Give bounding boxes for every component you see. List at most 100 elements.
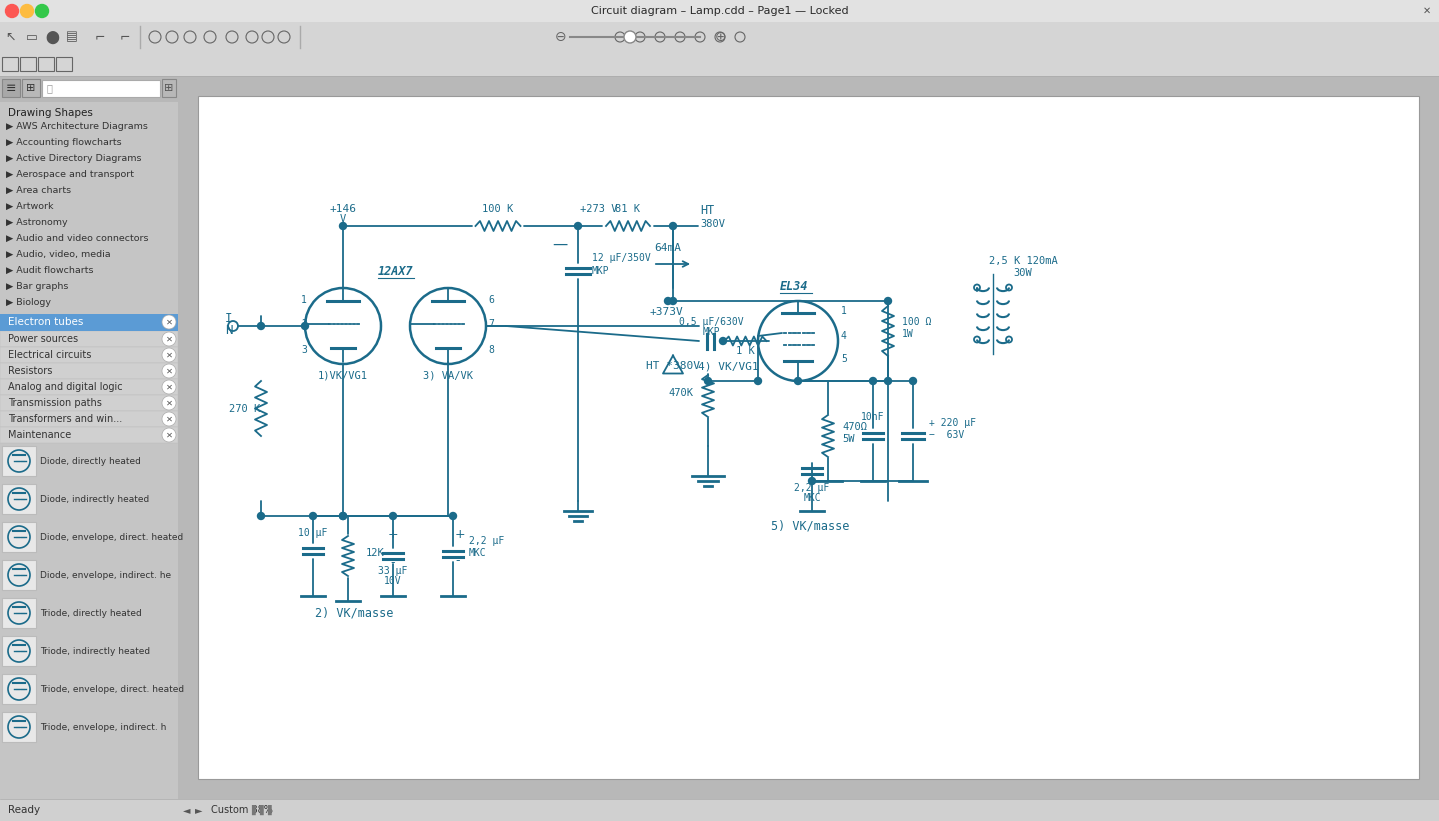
Circle shape <box>885 297 892 305</box>
Text: 3: 3 <box>301 345 307 355</box>
Text: 1: 1 <box>301 295 307 305</box>
Bar <box>0 427 178 443</box>
Text: 2,5 K 120mA: 2,5 K 120mA <box>989 255 1058 265</box>
Text: ⬤: ⬤ <box>45 30 59 44</box>
Text: ✕: ✕ <box>165 430 173 439</box>
Text: 2: 2 <box>301 319 307 329</box>
Text: 2) VK/masse: 2) VK/masse <box>315 606 394 619</box>
Bar <box>0 52 1439 76</box>
Text: Circuit diagram – Lamp.cdd – Page1 — Locked: Circuit diagram – Lamp.cdd – Page1 — Loc… <box>590 6 849 16</box>
Bar <box>0 0 1439 22</box>
Text: ▶ Aerospace and transport: ▶ Aerospace and transport <box>6 170 134 179</box>
Bar <box>42 80 160 97</box>
Text: HT *380V: HT *380V <box>646 360 699 370</box>
Text: Transformers and win...: Transformers and win... <box>9 414 122 424</box>
Bar <box>0 314 178 331</box>
Text: 2,2 μF: 2,2 μF <box>794 483 830 493</box>
Text: Electron tubes: Electron tubes <box>9 317 83 327</box>
Text: EL34: EL34 <box>780 280 809 293</box>
Text: Drawing Shapes: Drawing Shapes <box>9 108 94 118</box>
Text: 33 μF: 33 μF <box>378 566 407 576</box>
Text: 10nF: 10nF <box>862 412 885 422</box>
Text: ▶ Audio, video, media: ▶ Audio, video, media <box>6 250 111 259</box>
Text: ▶ AWS Architecture Diagrams: ▶ AWS Architecture Diagrams <box>6 122 148 131</box>
Bar <box>1 484 36 514</box>
Circle shape <box>869 378 876 384</box>
Text: ▶ Astronomy: ▶ Astronomy <box>6 218 68 227</box>
Bar <box>1 446 36 476</box>
Text: 470K: 470K <box>668 388 694 398</box>
Text: 7: 7 <box>488 319 494 329</box>
Text: Electrical circuits: Electrical circuits <box>9 350 91 360</box>
Text: MKP: MKP <box>591 266 610 276</box>
Text: −  63V: − 63V <box>930 430 964 440</box>
Bar <box>0 76 178 799</box>
Circle shape <box>705 378 711 384</box>
Text: ▌: ▌ <box>250 805 259 815</box>
Text: ▤: ▤ <box>66 30 78 44</box>
Bar <box>0 411 178 427</box>
Circle shape <box>20 4 33 17</box>
Text: ⊞: ⊞ <box>164 83 174 93</box>
Text: 30W: 30W <box>1013 268 1032 277</box>
Text: 81 K: 81 K <box>616 204 640 214</box>
Circle shape <box>809 478 816 484</box>
Bar <box>0 379 178 395</box>
Text: 1 K: 1 K <box>737 346 755 356</box>
Text: 6: 6 <box>488 295 494 305</box>
Text: ✕: ✕ <box>165 383 173 392</box>
Text: N: N <box>224 323 233 337</box>
Text: ▌: ▌ <box>268 805 275 815</box>
Bar <box>0 395 178 411</box>
Text: Triode, directly heated: Triode, directly heated <box>40 608 142 617</box>
Text: 4: 4 <box>840 331 848 341</box>
Circle shape <box>885 378 892 384</box>
Text: +146: +146 <box>330 204 357 214</box>
Text: MKP: MKP <box>702 327 720 337</box>
Text: ▶ Area charts: ▶ Area charts <box>6 186 71 195</box>
Text: Diode, indirectly heated: Diode, indirectly heated <box>40 494 150 503</box>
Text: Maintenance: Maintenance <box>9 430 72 440</box>
Text: HT: HT <box>699 204 714 217</box>
Bar <box>1 560 36 590</box>
Text: 🔍: 🔍 <box>47 83 53 93</box>
Text: 5) VK/masse: 5) VK/masse <box>771 519 849 532</box>
Text: ▶ Accounting flowcharts: ▶ Accounting flowcharts <box>6 138 122 147</box>
Bar <box>1 712 36 742</box>
Circle shape <box>669 297 676 305</box>
Text: Diode, envelope, indirect. he: Diode, envelope, indirect. he <box>40 571 171 580</box>
Circle shape <box>340 222 347 230</box>
Text: Resistors: Resistors <box>9 366 52 376</box>
Text: Diode, directly heated: Diode, directly heated <box>40 456 141 466</box>
Text: I: I <box>224 311 233 324</box>
Bar <box>1 674 36 704</box>
Text: ▭: ▭ <box>26 30 37 44</box>
Bar <box>1 598 36 628</box>
Bar <box>0 799 1439 821</box>
Text: ⊖: ⊖ <box>555 30 567 44</box>
Text: 12K: 12K <box>366 548 384 558</box>
Circle shape <box>625 31 636 43</box>
Text: ✕: ✕ <box>165 351 173 360</box>
Text: -: - <box>391 556 396 569</box>
Text: V: V <box>340 214 347 224</box>
Text: 12AX7: 12AX7 <box>377 265 413 278</box>
Text: ✕: ✕ <box>165 334 173 343</box>
Text: 64mA: 64mA <box>655 243 682 253</box>
Text: Triode, envelope, indirect. h: Triode, envelope, indirect. h <box>40 722 167 732</box>
Text: ⌐: ⌐ <box>119 30 131 44</box>
Text: 0,5 μF/630V: 0,5 μF/630V <box>679 317 744 327</box>
Text: +: + <box>387 528 399 541</box>
Text: ▶ Artwork: ▶ Artwork <box>6 202 53 211</box>
Text: ✕: ✕ <box>165 415 173 424</box>
Circle shape <box>669 222 676 230</box>
Bar <box>163 79 176 97</box>
Text: 3) VA/VK: 3) VA/VK <box>423 370 473 380</box>
Circle shape <box>163 364 176 378</box>
Bar <box>0 363 178 379</box>
Text: ▶ Active Directory Diagrams: ▶ Active Directory Diagrams <box>6 154 141 163</box>
Text: ↖: ↖ <box>4 30 16 44</box>
Circle shape <box>258 512 265 520</box>
Circle shape <box>163 348 176 362</box>
Text: Triode, indirectly heated: Triode, indirectly heated <box>40 646 150 655</box>
